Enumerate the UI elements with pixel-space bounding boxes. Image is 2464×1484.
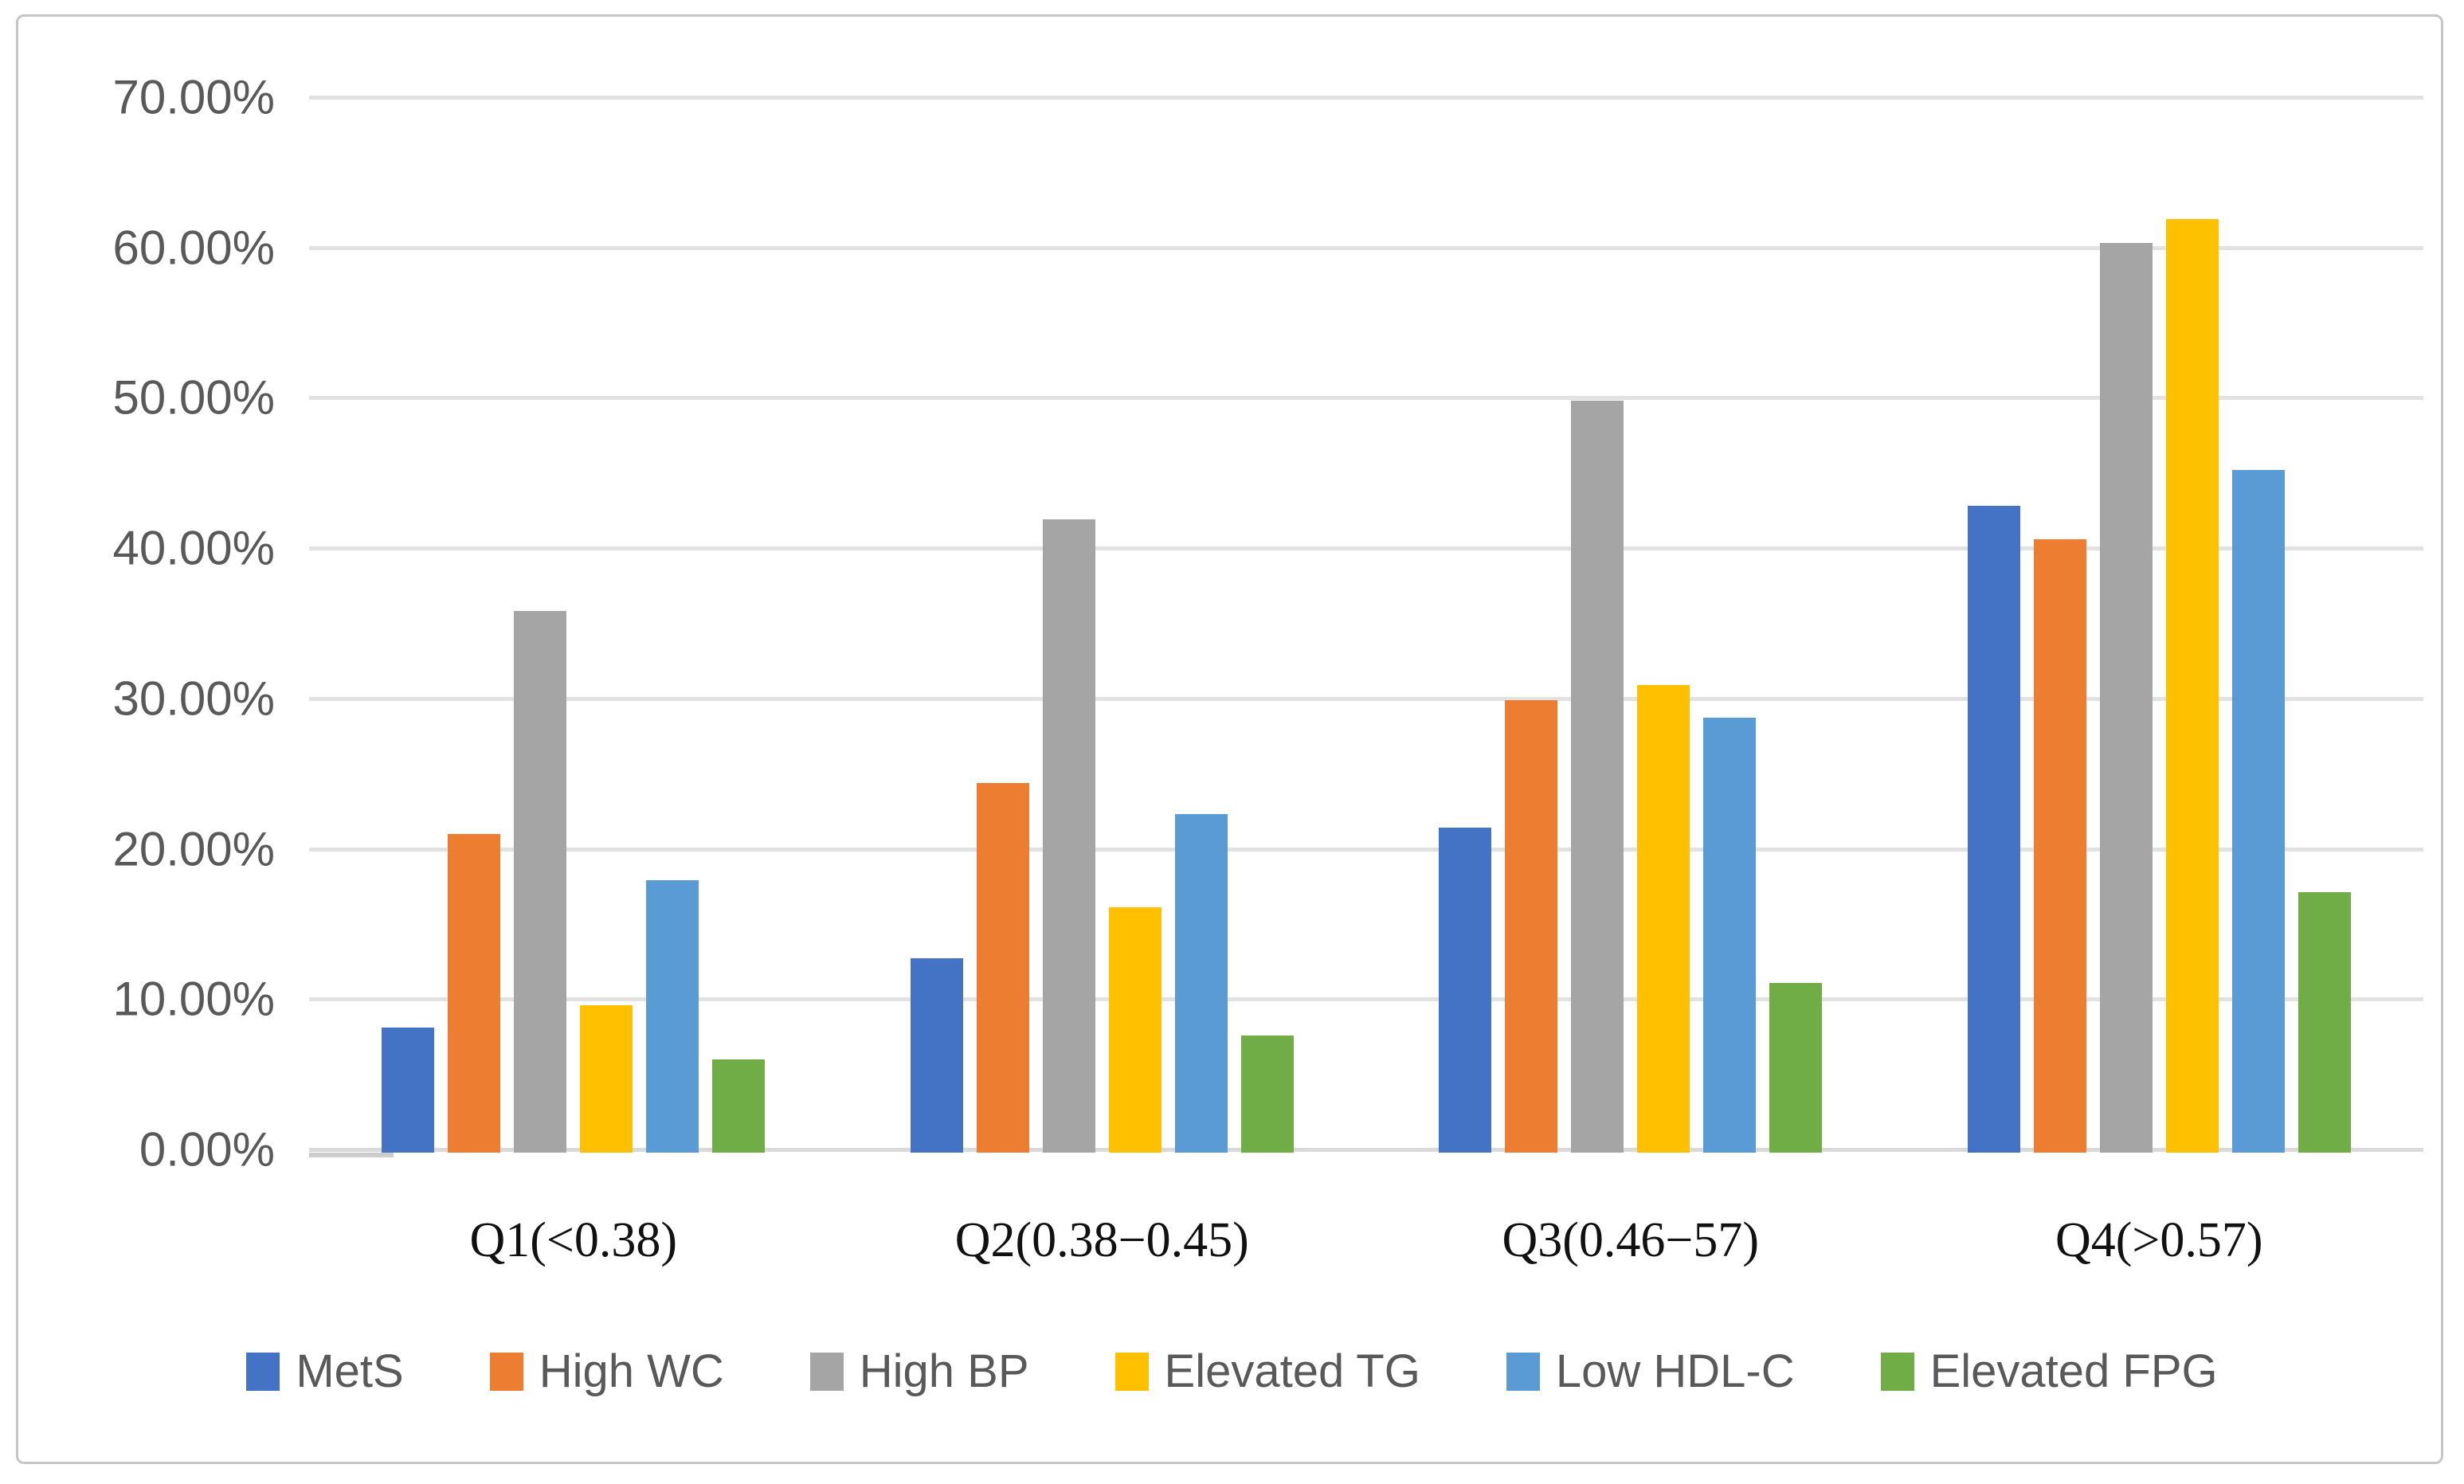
legend-swatch-icon bbox=[1506, 1352, 1540, 1391]
bar-mets-q4 bbox=[1967, 506, 2020, 1153]
bar-elevated-tg-q2 bbox=[1108, 907, 1161, 1153]
legend-item-mets: MetS bbox=[246, 1345, 404, 1398]
legend-swatch-icon bbox=[489, 1352, 523, 1391]
bar-high-wc-q1 bbox=[448, 833, 501, 1153]
x-category-label: Q3(0.46−57) bbox=[1502, 1213, 1760, 1267]
legend-label: High BP bbox=[859, 1345, 1029, 1397]
y-tick-label: 70.00% bbox=[112, 70, 276, 124]
legend: MetS High WC High BP Elevated TG Low HDL-C El… bbox=[0, 1345, 2464, 1398]
gridline bbox=[309, 245, 2423, 250]
bar-elevated-fpg-q1 bbox=[712, 1059, 766, 1153]
bar-low-hdl-c-q2 bbox=[1174, 814, 1228, 1153]
y-tick-label: 30.00% bbox=[112, 672, 276, 726]
legend-item-low-hdl-c: Low HDL-C bbox=[1506, 1345, 1795, 1398]
legend-swatch-icon bbox=[1114, 1352, 1149, 1391]
bar-high-bp-q3 bbox=[1571, 401, 1624, 1153]
bar-elevated-fpg-q2 bbox=[1240, 1035, 1294, 1153]
bar-elevated-tg-q4 bbox=[2165, 218, 2219, 1153]
legend-item-high-wc: High WC bbox=[489, 1345, 724, 1398]
legend-item-high-bp: High BP bbox=[809, 1345, 1029, 1398]
bar-mets-q2 bbox=[910, 958, 963, 1153]
bar-high-wc-q3 bbox=[1505, 699, 1558, 1153]
y-tick-label: 10.00% bbox=[112, 972, 276, 1026]
x-category-label: Q4(>0.57) bbox=[2055, 1213, 2263, 1267]
bar-elevated-fpg-q3 bbox=[1769, 982, 1823, 1153]
legend-item-elevated-tg: Elevated TG bbox=[1114, 1345, 1420, 1398]
legend-label: Low HDL-C bbox=[1555, 1345, 1795, 1397]
bar-mets-q1 bbox=[382, 1028, 435, 1153]
gridline bbox=[309, 997, 2423, 1002]
bar-low-hdl-c-q3 bbox=[1703, 718, 1757, 1153]
legend-swatch-icon bbox=[246, 1352, 280, 1391]
legend-label: Elevated FPG bbox=[1929, 1345, 2218, 1397]
y-tick-label: 40.00% bbox=[112, 521, 276, 575]
legend-item-elevated-fpg: Elevated FPG bbox=[1880, 1345, 2218, 1398]
bar-low-hdl-c-q4 bbox=[2231, 470, 2285, 1153]
bar-low-hdl-c-q1 bbox=[646, 880, 699, 1153]
legend-label: MetS bbox=[296, 1345, 404, 1397]
bar-high-wc-q2 bbox=[976, 782, 1029, 1153]
gridline bbox=[309, 96, 2423, 100]
bar-high-bp-q4 bbox=[2099, 243, 2153, 1153]
legend-swatch-icon bbox=[809, 1352, 844, 1391]
legend-label: Elevated TG bbox=[1164, 1345, 1420, 1397]
gridline bbox=[309, 847, 2423, 852]
gridline bbox=[309, 396, 2423, 401]
bar-elevated-tg-q1 bbox=[580, 1004, 633, 1153]
bar-elevated-tg-q3 bbox=[1637, 684, 1690, 1153]
bar-high-wc-q4 bbox=[2033, 538, 2086, 1153]
gridline bbox=[309, 546, 2423, 551]
bar-high-bp-q1 bbox=[514, 611, 567, 1153]
origin-tick bbox=[309, 1153, 394, 1157]
bar-high-bp-q2 bbox=[1042, 519, 1095, 1153]
gridline bbox=[309, 696, 2423, 701]
bar-mets-q3 bbox=[1439, 828, 1492, 1153]
x-category-label: Q2(0.38−0.45) bbox=[954, 1213, 1249, 1267]
y-tick-label: 0.00% bbox=[139, 1122, 275, 1177]
bar-elevated-fpg-q4 bbox=[2298, 892, 2351, 1153]
y-tick-label: 50.00% bbox=[112, 370, 276, 425]
legend-label: High WC bbox=[539, 1345, 724, 1397]
legend-swatch-icon bbox=[1880, 1352, 1914, 1391]
y-tick-label: 20.00% bbox=[112, 822, 276, 876]
x-axis-line bbox=[309, 1148, 2423, 1152]
x-category-label: Q1(<0.38) bbox=[469, 1213, 678, 1267]
y-tick-label: 60.00% bbox=[112, 221, 276, 275]
